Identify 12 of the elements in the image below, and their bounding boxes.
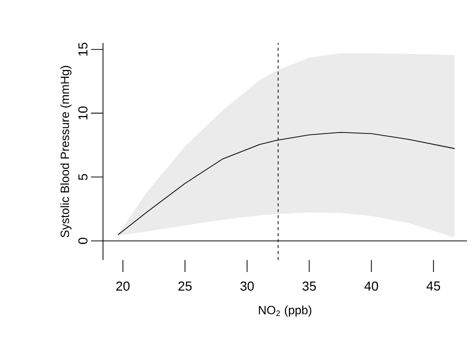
x-tick-label: 40 xyxy=(364,282,378,291)
x-axis-title: NO$_{2}$ (ppb) xyxy=(258,306,312,317)
x-tick-label: 45 xyxy=(426,282,440,291)
y-tick-label: 10 xyxy=(78,106,88,120)
x-tick-label: 35 xyxy=(302,282,316,291)
y-axis-title: Systolic Blood Pressure (mmHg) xyxy=(60,66,72,238)
x-tick-label: 25 xyxy=(178,282,192,291)
x-tick-label: 20 xyxy=(116,282,130,291)
x-tick-label: 30 xyxy=(240,282,254,291)
y-tick-label: 5 xyxy=(78,174,88,180)
y-tick-label: 0 xyxy=(78,238,88,244)
y-tick-label: 15 xyxy=(78,42,88,56)
